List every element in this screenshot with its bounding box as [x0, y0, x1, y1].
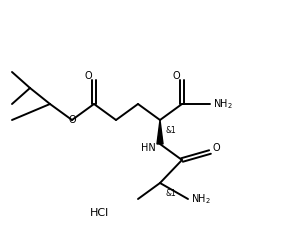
Polygon shape: [157, 120, 163, 144]
Text: &1: &1: [165, 126, 176, 135]
Text: NH$_2$: NH$_2$: [191, 192, 211, 206]
Text: O: O: [212, 143, 220, 153]
Text: O: O: [172, 71, 180, 81]
Text: O: O: [68, 115, 76, 125]
Text: HCl: HCl: [90, 208, 109, 218]
Text: HN: HN: [141, 143, 156, 153]
Text: NH$_2$: NH$_2$: [213, 97, 233, 111]
Text: O: O: [84, 71, 92, 81]
Text: &1: &1: [165, 189, 176, 198]
